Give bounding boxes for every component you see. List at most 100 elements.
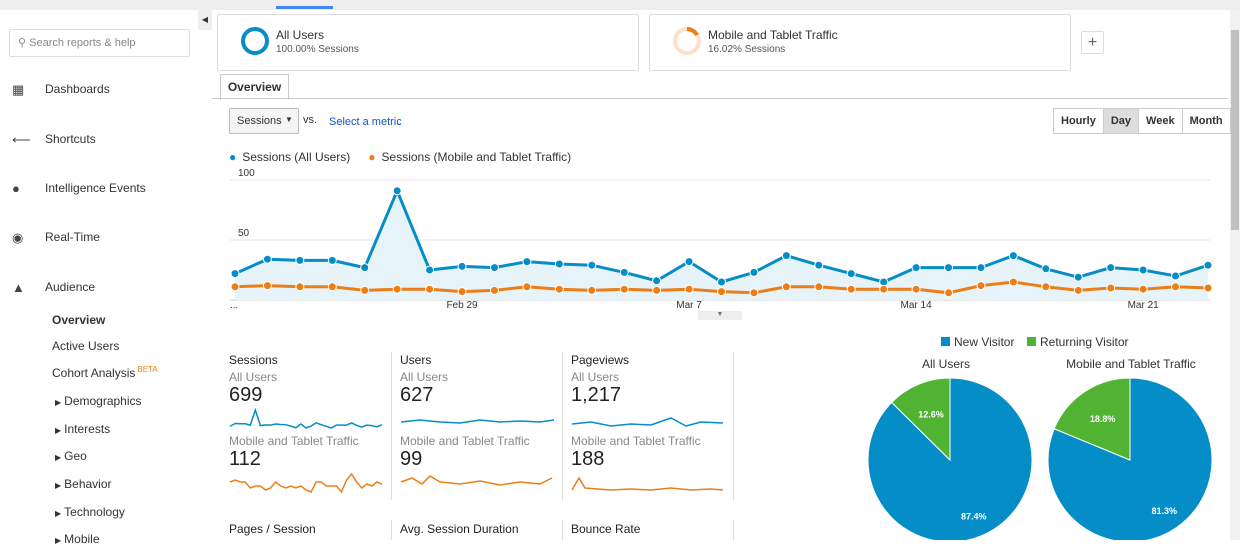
subnav-item[interactable]: ▶ Behavior bbox=[55, 477, 112, 491]
segment-card[interactable]: Mobile and Tablet Traffic 16.02% Session… bbox=[649, 14, 1071, 71]
segment-detail: 100.00% Sessions bbox=[276, 44, 359, 55]
sparkline bbox=[229, 408, 383, 429]
slice-label: 18.8% bbox=[1090, 414, 1116, 424]
chart-legend: ● Sessions (All Users) ● Sessions (Mobile a… bbox=[229, 150, 589, 164]
subnav-item[interactable]: ▶ Technology bbox=[55, 505, 125, 519]
point bbox=[717, 277, 726, 287]
nav-item[interactable]: Audience bbox=[45, 280, 96, 294]
segment-card[interactable]: All Users 100.00% Sessions bbox=[217, 14, 639, 71]
point bbox=[392, 284, 402, 294]
subnav-text: Demographics bbox=[64, 394, 142, 408]
pie-title: All Users bbox=[922, 357, 970, 371]
point bbox=[781, 282, 791, 292]
chart-resize[interactable]: ▼ bbox=[698, 311, 742, 320]
point bbox=[619, 284, 629, 294]
select-metric-link[interactable]: Select a metric bbox=[329, 116, 402, 128]
interval-button[interactable]: Week bbox=[1138, 108, 1183, 134]
segment-label: All Users bbox=[229, 370, 278, 384]
beta-badge: BETA bbox=[137, 365, 158, 374]
subnav-item[interactable]: ▶ Demographics bbox=[55, 394, 142, 408]
point bbox=[262, 281, 272, 291]
line-chart: 50 100... Feb 29 Mar 7 Mar 14 Mar 21 bbox=[230, 168, 1213, 311]
vs-text: vs. bbox=[303, 114, 318, 126]
point bbox=[684, 284, 694, 294]
pie-title: Mobile and Tablet Traffic bbox=[1066, 357, 1196, 371]
nav-icon: ⟵ bbox=[12, 132, 31, 147]
scrollbar bbox=[1230, 10, 1240, 540]
interval-button[interactable]: Hourly bbox=[1053, 108, 1104, 134]
point bbox=[911, 263, 921, 273]
point bbox=[360, 285, 370, 295]
metric-value: 627 bbox=[400, 384, 434, 406]
point bbox=[522, 282, 532, 292]
point bbox=[295, 282, 305, 292]
legend-item: ● Sessions (Mobile and Tablet Traffic) bbox=[368, 150, 571, 164]
subnav-text: Overview bbox=[52, 313, 106, 327]
nav-item[interactable]: Shortcuts bbox=[45, 132, 96, 146]
nav-item[interactable]: Intelligence Events bbox=[45, 181, 146, 195]
x-tick-label: Feb 29 bbox=[446, 300, 478, 311]
point bbox=[1171, 282, 1181, 292]
point bbox=[1203, 260, 1213, 270]
pie-charts: New Visitor Returning Visitor All Users 87.… bbox=[867, 335, 1213, 540]
y-tick-label: 100 bbox=[238, 168, 255, 179]
point bbox=[489, 285, 499, 295]
metric-dropdown[interactable]: Sessions ▼ bbox=[229, 108, 299, 134]
point bbox=[1073, 272, 1083, 282]
point bbox=[1171, 271, 1181, 281]
legend-text: Sessions (All Users) bbox=[242, 150, 351, 164]
search-text: Search reports & help bbox=[29, 37, 136, 49]
interval-button[interactable]: Day bbox=[1102, 108, 1140, 134]
overview-tab[interactable]: Overview bbox=[220, 74, 289, 100]
nav-item[interactable]: Real-Time bbox=[45, 230, 100, 244]
point bbox=[749, 267, 759, 277]
point bbox=[684, 257, 694, 267]
subnav-item[interactable]: ▶ Geo bbox=[55, 449, 87, 463]
nav-icon: ◉ bbox=[12, 230, 24, 245]
sparkline bbox=[571, 417, 724, 427]
metric-value: 699 bbox=[229, 384, 263, 406]
point bbox=[489, 263, 499, 273]
metric-value: 188 bbox=[571, 448, 605, 470]
subnav-text: Behavior bbox=[64, 477, 112, 491]
subnav-text: Mobile bbox=[64, 532, 100, 546]
subnav-text: Interests bbox=[64, 422, 111, 436]
subnav-text: Active Users bbox=[52, 339, 120, 353]
tab-indicator bbox=[276, 6, 333, 9]
slice-label: 87.4% bbox=[961, 512, 987, 522]
subnav-text: Technology bbox=[64, 505, 125, 519]
segment-label: All Users bbox=[400, 370, 449, 384]
subnav-item[interactable]: ▶ Interests bbox=[55, 422, 110, 436]
collapse-toggle[interactable]: ◀ bbox=[198, 10, 212, 30]
point bbox=[425, 284, 435, 294]
segment-label: Mobile and Tablet Traffic bbox=[400, 434, 530, 448]
metric-name: Pages / Session bbox=[229, 522, 316, 536]
point bbox=[457, 287, 467, 297]
point bbox=[717, 287, 726, 297]
point bbox=[392, 186, 402, 196]
scroll-thumb[interactable] bbox=[1231, 30, 1239, 230]
sparkline-path bbox=[571, 417, 724, 427]
subnav-text: Cohort Analysis bbox=[52, 366, 136, 380]
add-segment[interactable]: + bbox=[1081, 31, 1104, 54]
segment-label: Mobile and Tablet Traffic bbox=[229, 434, 359, 448]
metric-text: Sessions bbox=[237, 115, 282, 127]
sparkline bbox=[400, 475, 553, 486]
arrow: ▶ bbox=[55, 453, 62, 462]
nav-item[interactable]: Dashboards bbox=[45, 82, 110, 96]
subnav-item[interactable]: Active Users bbox=[52, 339, 119, 353]
segment-icon bbox=[241, 27, 269, 55]
y-tick-label: 50 bbox=[238, 228, 250, 239]
point bbox=[814, 282, 824, 292]
legend-text: New Visitor bbox=[954, 335, 1014, 349]
point bbox=[554, 259, 564, 269]
search-box[interactable]: ⚲ Search reports & help bbox=[9, 29, 190, 57]
interval-button[interactable]: Month bbox=[1181, 108, 1231, 134]
subnav-item[interactable]: Overview bbox=[52, 313, 105, 327]
subnav-text: Geo bbox=[64, 449, 87, 463]
metric-name: Pageviews bbox=[571, 353, 630, 367]
arrow: ▶ bbox=[55, 536, 62, 545]
subnav-item[interactable]: ▶ Mobile bbox=[55, 532, 100, 546]
point bbox=[295, 255, 305, 265]
subnav-item[interactable]: Cohort Analysis BETA bbox=[52, 365, 158, 380]
